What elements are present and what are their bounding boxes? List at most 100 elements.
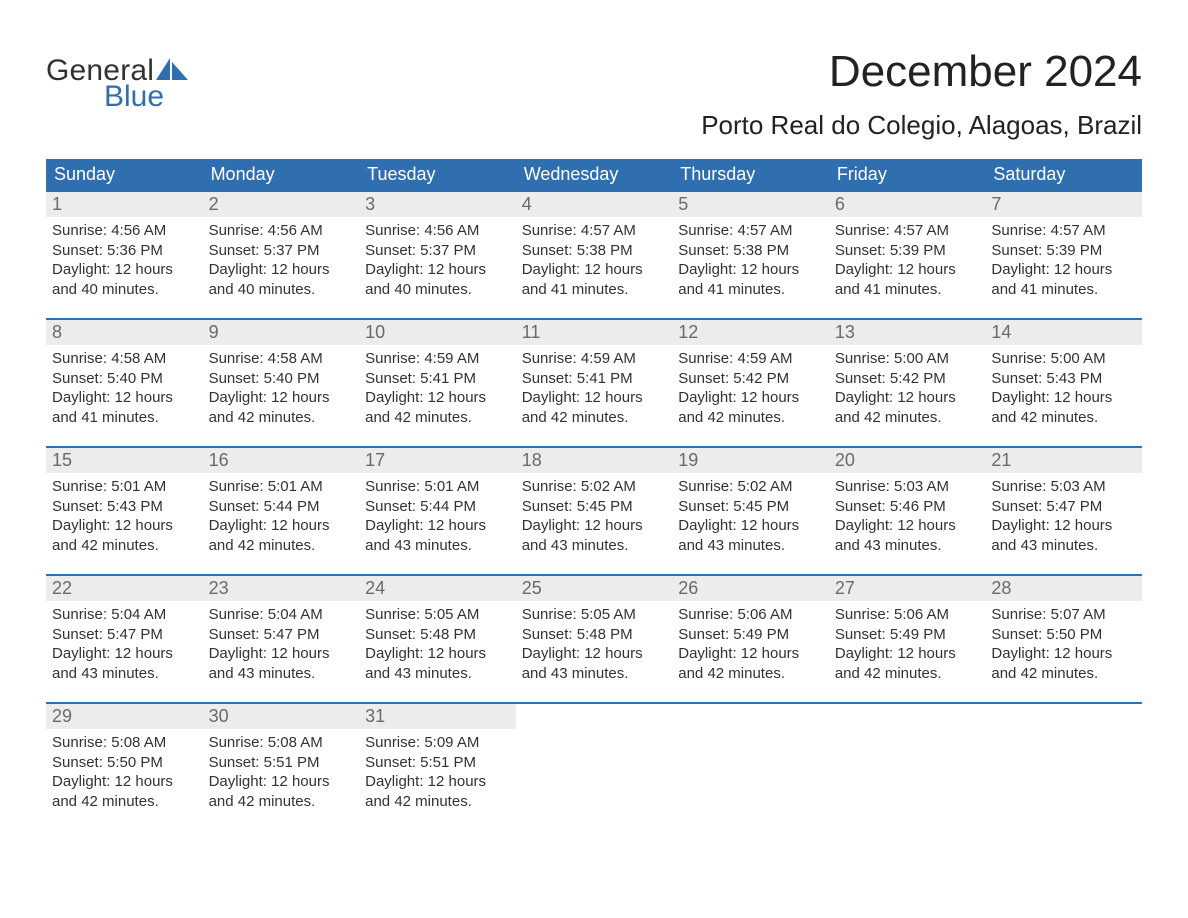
day-number: 30 <box>203 704 360 729</box>
brand-name-blue: Blue <box>104 82 164 112</box>
day-number: 9 <box>203 320 360 345</box>
page: General Blue December 2024 Porto Real do… <box>0 0 1188 871</box>
sunrise-line: Sunrise: 5:06 AM <box>678 605 823 625</box>
day-details: Sunrise: 4:58 AMSunset: 5:40 PMDaylight:… <box>203 345 360 432</box>
daylight-line: Daylight: 12 hours and 43 minutes. <box>365 516 510 556</box>
day-number: 4 <box>516 192 673 217</box>
calendar-day-cell: 24Sunrise: 5:05 AMSunset: 5:48 PMDayligh… <box>359 575 516 703</box>
day-number: 26 <box>672 576 829 601</box>
day-details: Sunrise: 5:01 AMSunset: 5:44 PMDaylight:… <box>203 473 360 560</box>
daylight-line: Daylight: 12 hours and 41 minutes. <box>52 388 197 428</box>
day-number: 11 <box>516 320 673 345</box>
sunrise-line: Sunrise: 4:58 AM <box>209 349 354 369</box>
daylight-line: Daylight: 12 hours and 42 minutes. <box>52 516 197 556</box>
day-details: Sunrise: 4:56 AMSunset: 5:37 PMDaylight:… <box>359 217 516 304</box>
day-details: Sunrise: 4:59 AMSunset: 5:41 PMDaylight:… <box>516 345 673 432</box>
day-number: 7 <box>985 192 1142 217</box>
daylight-line: Daylight: 12 hours and 40 minutes. <box>209 260 354 300</box>
daylight-line: Daylight: 12 hours and 42 minutes. <box>835 388 980 428</box>
sunrise-line: Sunrise: 4:59 AM <box>678 349 823 369</box>
sunrise-line: Sunrise: 4:58 AM <box>52 349 197 369</box>
daylight-line: Daylight: 12 hours and 42 minutes. <box>365 772 510 812</box>
day-details: Sunrise: 5:09 AMSunset: 5:51 PMDaylight:… <box>359 729 516 816</box>
calendar-day-cell: 27Sunrise: 5:06 AMSunset: 5:49 PMDayligh… <box>829 575 986 703</box>
calendar-day-cell: 28Sunrise: 5:07 AMSunset: 5:50 PMDayligh… <box>985 575 1142 703</box>
month-title: December 2024 <box>701 48 1142 96</box>
day-number: 13 <box>829 320 986 345</box>
day-details: Sunrise: 4:57 AMSunset: 5:39 PMDaylight:… <box>829 217 986 304</box>
calendar-day-cell: 18Sunrise: 5:02 AMSunset: 5:45 PMDayligh… <box>516 447 673 575</box>
day-number: 10 <box>359 320 516 345</box>
weekday-header: Saturday <box>985 159 1142 191</box>
day-details: Sunrise: 4:59 AMSunset: 5:42 PMDaylight:… <box>672 345 829 432</box>
daylight-line: Daylight: 12 hours and 41 minutes. <box>522 260 667 300</box>
day-details: Sunrise: 5:00 AMSunset: 5:42 PMDaylight:… <box>829 345 986 432</box>
sunset-line: Sunset: 5:38 PM <box>678 241 823 261</box>
weekday-header: Wednesday <box>516 159 673 191</box>
calendar-day-cell: 13Sunrise: 5:00 AMSunset: 5:42 PMDayligh… <box>829 319 986 447</box>
calendar-table: SundayMondayTuesdayWednesdayThursdayFrid… <box>46 159 1142 831</box>
daylight-line: Daylight: 12 hours and 42 minutes. <box>678 644 823 684</box>
day-details: Sunrise: 5:04 AMSunset: 5:47 PMDaylight:… <box>46 601 203 688</box>
daylight-line: Daylight: 12 hours and 43 minutes. <box>522 644 667 684</box>
day-number: 12 <box>672 320 829 345</box>
sunrise-line: Sunrise: 5:02 AM <box>522 477 667 497</box>
sunset-line: Sunset: 5:37 PM <box>365 241 510 261</box>
daylight-line: Daylight: 12 hours and 42 minutes. <box>835 644 980 684</box>
sunrise-line: Sunrise: 5:04 AM <box>209 605 354 625</box>
calendar-day-cell: 25Sunrise: 5:05 AMSunset: 5:48 PMDayligh… <box>516 575 673 703</box>
day-number: 15 <box>46 448 203 473</box>
calendar-day-cell: 11Sunrise: 4:59 AMSunset: 5:41 PMDayligh… <box>516 319 673 447</box>
sunrise-line: Sunrise: 4:57 AM <box>835 221 980 241</box>
daylight-line: Daylight: 12 hours and 42 minutes. <box>209 772 354 812</box>
sunset-line: Sunset: 5:44 PM <box>365 497 510 517</box>
day-number: 6 <box>829 192 986 217</box>
day-number: 8 <box>46 320 203 345</box>
sunset-line: Sunset: 5:37 PM <box>209 241 354 261</box>
day-number: 18 <box>516 448 673 473</box>
calendar-day-cell: 16Sunrise: 5:01 AMSunset: 5:44 PMDayligh… <box>203 447 360 575</box>
daylight-line: Daylight: 12 hours and 43 minutes. <box>991 516 1136 556</box>
sunset-line: Sunset: 5:44 PM <box>209 497 354 517</box>
day-details: Sunrise: 5:07 AMSunset: 5:50 PMDaylight:… <box>985 601 1142 688</box>
sunrise-line: Sunrise: 4:56 AM <box>52 221 197 241</box>
calendar-day-cell: 29Sunrise: 5:08 AMSunset: 5:50 PMDayligh… <box>46 703 203 831</box>
calendar-day-cell: 9Sunrise: 4:58 AMSunset: 5:40 PMDaylight… <box>203 319 360 447</box>
day-number: 31 <box>359 704 516 729</box>
calendar-day-cell: 23Sunrise: 5:04 AMSunset: 5:47 PMDayligh… <box>203 575 360 703</box>
sunset-line: Sunset: 5:41 PM <box>365 369 510 389</box>
daylight-line: Daylight: 12 hours and 42 minutes. <box>209 516 354 556</box>
day-details: Sunrise: 5:06 AMSunset: 5:49 PMDaylight:… <box>672 601 829 688</box>
day-number: 29 <box>46 704 203 729</box>
day-details: Sunrise: 5:01 AMSunset: 5:43 PMDaylight:… <box>46 473 203 560</box>
location-subtitle: Porto Real do Colegio, Alagoas, Brazil <box>701 110 1142 141</box>
calendar-day-cell <box>829 703 986 831</box>
calendar-day-cell: 30Sunrise: 5:08 AMSunset: 5:51 PMDayligh… <box>203 703 360 831</box>
day-details: Sunrise: 5:08 AMSunset: 5:51 PMDaylight:… <box>203 729 360 816</box>
sunset-line: Sunset: 5:48 PM <box>522 625 667 645</box>
day-details: Sunrise: 5:04 AMSunset: 5:47 PMDaylight:… <box>203 601 360 688</box>
sunrise-line: Sunrise: 5:05 AM <box>522 605 667 625</box>
calendar-day-cell: 12Sunrise: 4:59 AMSunset: 5:42 PMDayligh… <box>672 319 829 447</box>
day-details: Sunrise: 4:57 AMSunset: 5:38 PMDaylight:… <box>516 217 673 304</box>
sunset-line: Sunset: 5:51 PM <box>365 753 510 773</box>
calendar-week-row: 15Sunrise: 5:01 AMSunset: 5:43 PMDayligh… <box>46 447 1142 575</box>
sunrise-line: Sunrise: 5:08 AM <box>52 733 197 753</box>
sunset-line: Sunset: 5:47 PM <box>991 497 1136 517</box>
sunrise-line: Sunrise: 5:09 AM <box>365 733 510 753</box>
calendar-day-cell: 22Sunrise: 5:04 AMSunset: 5:47 PMDayligh… <box>46 575 203 703</box>
weekday-header: Friday <box>829 159 986 191</box>
daylight-line: Daylight: 12 hours and 40 minutes. <box>52 260 197 300</box>
day-details: Sunrise: 4:57 AMSunset: 5:39 PMDaylight:… <box>985 217 1142 304</box>
day-details: Sunrise: 4:59 AMSunset: 5:41 PMDaylight:… <box>359 345 516 432</box>
sail-icon <box>156 58 190 84</box>
daylight-line: Daylight: 12 hours and 41 minutes. <box>991 260 1136 300</box>
sunrise-line: Sunrise: 4:57 AM <box>678 221 823 241</box>
calendar-day-cell: 26Sunrise: 5:06 AMSunset: 5:49 PMDayligh… <box>672 575 829 703</box>
calendar-day-cell: 15Sunrise: 5:01 AMSunset: 5:43 PMDayligh… <box>46 447 203 575</box>
day-number: 14 <box>985 320 1142 345</box>
day-details: Sunrise: 5:00 AMSunset: 5:43 PMDaylight:… <box>985 345 1142 432</box>
calendar-day-cell: 21Sunrise: 5:03 AMSunset: 5:47 PMDayligh… <box>985 447 1142 575</box>
day-number: 1 <box>46 192 203 217</box>
day-details: Sunrise: 5:06 AMSunset: 5:49 PMDaylight:… <box>829 601 986 688</box>
